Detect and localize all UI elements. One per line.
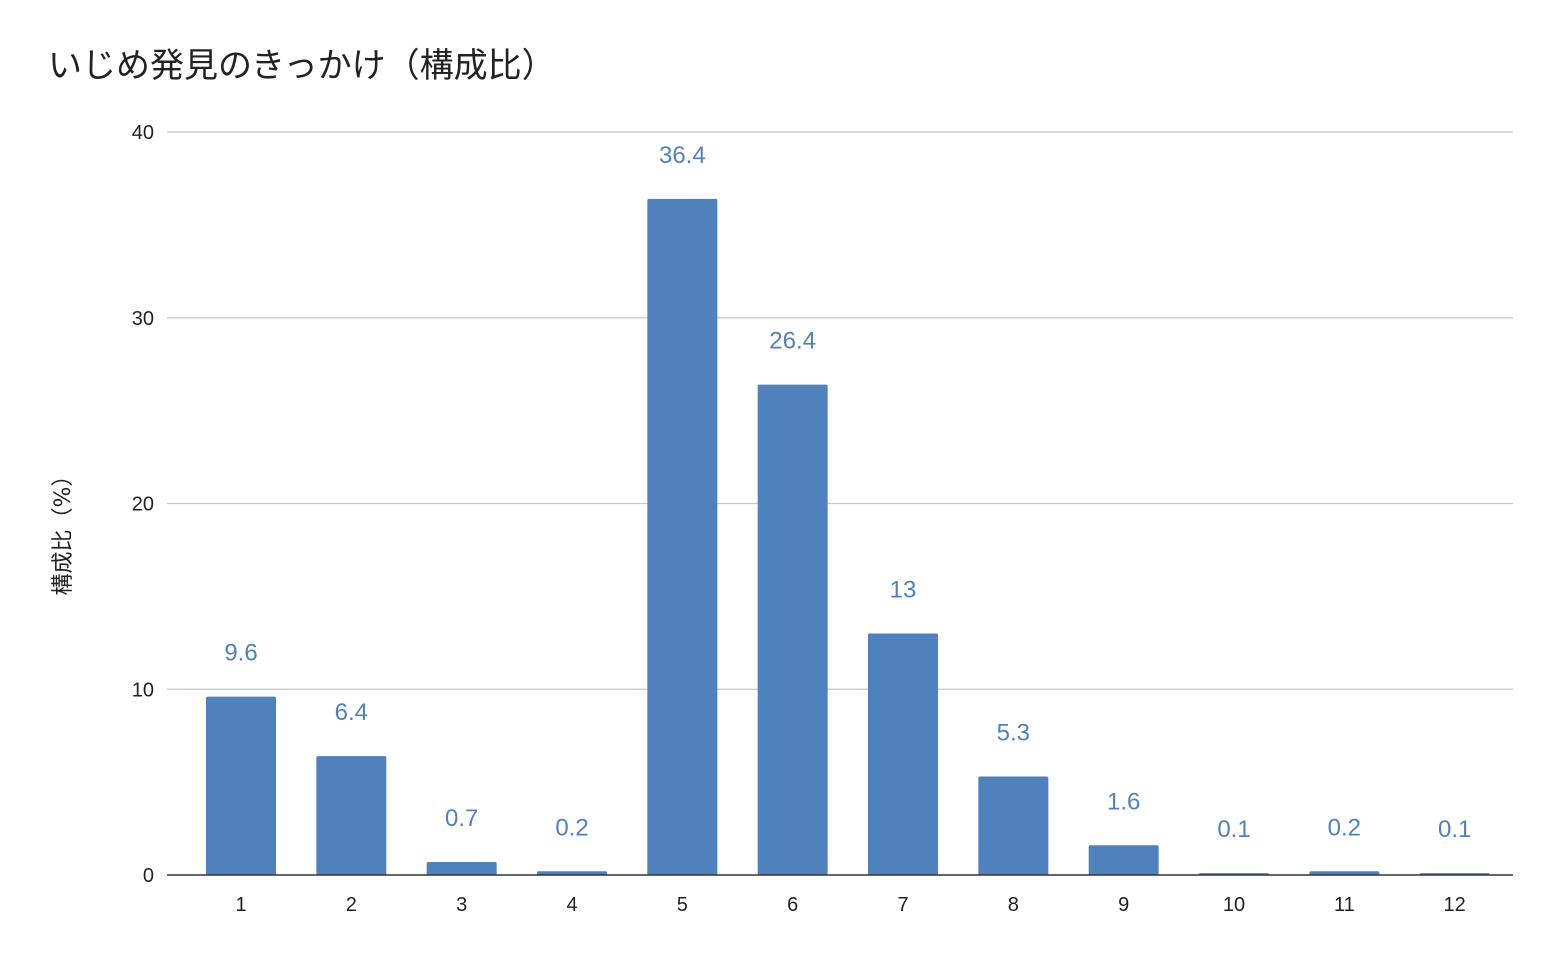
data-labels: 9.6 6.4 0.7 0.2 36.4 26.4 13 5.3 1.6 0.1 0.2 0.1 [224,142,1471,843]
x-tick-label: 7 [897,894,908,916]
bar [426,861,497,875]
y-axis-ticks: 0 10 20 30 40 [132,122,154,887]
bar [316,756,387,875]
x-tick-label: 10 [1223,894,1245,916]
data-label: 0.2 [555,814,588,841]
data-label: 36.4 [659,142,706,169]
data-label: 13 [890,577,917,604]
x-tick-label: 2 [346,894,357,916]
data-label: 6.4 [335,699,368,726]
data-label: 0.7 [445,805,478,832]
bar [647,198,718,875]
x-tick-label: 8 [1008,894,1019,916]
bar [206,696,276,875]
bar [868,633,938,875]
y-tick-label: 30 [132,308,154,330]
y-tick-label: 20 [132,494,154,516]
data-label: 1.6 [1107,788,1140,815]
x-tick-label: 6 [787,894,798,916]
x-tick-label: 3 [456,894,467,916]
x-tick-label: 5 [677,894,688,916]
chart-title: いじめ発見のきっかけ（構成比） [48,46,556,86]
x-tick-label: 12 [1444,894,1466,916]
y-axis-title: 構成比（%） [51,465,76,596]
data-label: 0.1 [1438,816,1471,843]
y-tick-label: 10 [132,679,154,701]
bar [1088,845,1159,875]
x-tick-label: 9 [1118,894,1129,916]
y-tick-label: 0 [143,865,154,887]
x-tick-label: 1 [235,894,246,916]
data-label: 0.2 [1328,814,1361,841]
gridlines [167,131,1513,690]
data-label: 0.1 [1217,816,1250,843]
data-label: 26.4 [769,328,816,355]
x-tick-label: 11 [1334,894,1355,916]
bars [206,198,1490,875]
y-tick-label: 40 [132,122,154,144]
bar [1309,871,1380,875]
data-label: 9.6 [224,640,257,667]
bar [757,384,828,875]
data-label: 5.3 [997,720,1030,747]
bar [978,776,1049,875]
bar [537,871,607,875]
x-axis-ticks: 1 2 3 4 5 6 7 8 9 10 11 12 [235,894,1465,916]
x-tick-label: 4 [566,894,577,916]
